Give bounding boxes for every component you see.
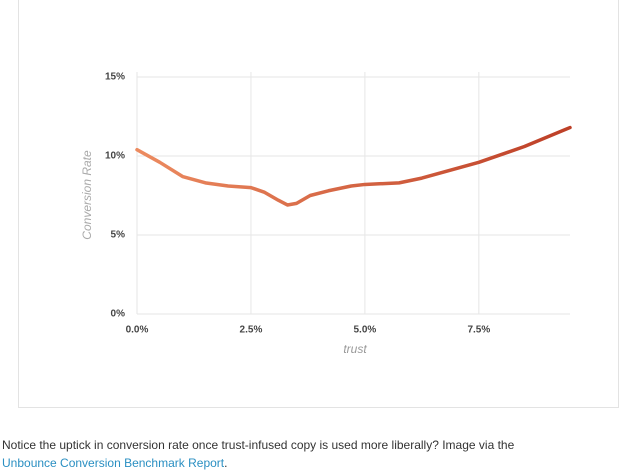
caption-text: Notice the uptick in conversion rate onc… bbox=[2, 438, 515, 452]
caption-line-2: Unbounce Conversion Benchmark Report. bbox=[2, 456, 227, 470]
caption: Notice the uptick in conversion rate onc… bbox=[2, 438, 514, 452]
x-axis-label: trust bbox=[343, 342, 367, 356]
x-tick-label: 2.5% bbox=[240, 325, 263, 336]
caption-link[interactable]: Unbounce Conversion Benchmark Report bbox=[2, 456, 225, 470]
y-tick-label: 5% bbox=[111, 230, 126, 241]
line bbox=[135, 125, 572, 207]
x-tick-label: 7.5% bbox=[467, 325, 490, 336]
chart: trust Conversion Rate 0% 5% 10% 15% 0.0% 2.5%… bbox=[80, 72, 572, 356]
y-axis-label: Conversion Rate bbox=[80, 150, 94, 240]
chart-frame bbox=[18, 0, 619, 408]
x-tick-label: 0.0% bbox=[126, 325, 149, 336]
x-tick-label: 5.0% bbox=[353, 325, 376, 336]
y-tick-label: 10% bbox=[105, 151, 125, 162]
y-tick-label: 15% bbox=[105, 72, 125, 83]
y-tick-label: 0% bbox=[111, 309, 126, 320]
caption-end: . bbox=[224, 456, 228, 470]
